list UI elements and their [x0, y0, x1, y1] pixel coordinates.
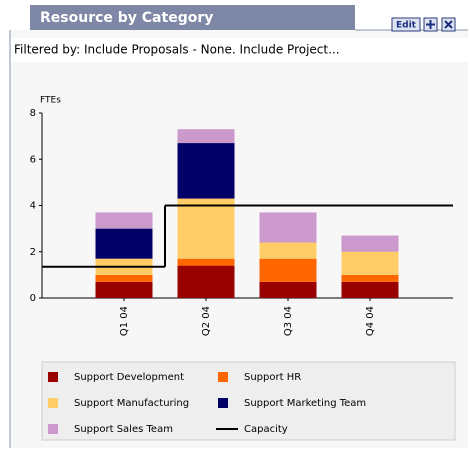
y-tick-label: 8: [30, 108, 36, 119]
bar-segment: [259, 258, 317, 282]
bar-segment: [177, 129, 235, 144]
plus-icon[interactable]: [426, 20, 435, 29]
y-tick-label: 6: [30, 154, 36, 165]
legend-label: Capacity: [244, 424, 288, 435]
title-tab: [30, 5, 355, 30]
bar-segment: [177, 258, 235, 266]
bar-segment: [259, 212, 317, 243]
bar-segment: [95, 281, 153, 298]
legend-label: Support Sales Team: [74, 424, 173, 435]
bar-segment: [177, 198, 235, 259]
legend-label: Support HR: [244, 372, 301, 383]
x-tick-label: Q3 04: [283, 306, 294, 336]
filter-bar: [10, 38, 468, 62]
edit-label[interactable]: Edit: [396, 21, 417, 31]
bar-segment: [95, 228, 153, 259]
bar-segment: [177, 265, 235, 298]
edit-button[interactable]: [391, 17, 421, 32]
bar-segment: [259, 242, 317, 259]
bar-segment: [341, 281, 399, 298]
close-icon[interactable]: [444, 20, 453, 29]
x-tick-label: Q1 04: [119, 306, 130, 336]
bar-segment: [341, 274, 399, 282]
bar-segment: [177, 143, 235, 199]
widget-title: Resource by Category: [40, 10, 213, 26]
y-tick-label: 2: [30, 247, 36, 258]
bar-segment: [95, 274, 153, 282]
y-tick-label: 4: [30, 201, 36, 212]
bar-segment: [341, 235, 399, 252]
y-axis-label: FTEs: [40, 96, 61, 106]
legend-swatch: [218, 398, 228, 408]
bar-segment: [341, 251, 399, 275]
y-tick-label: 0: [30, 293, 36, 304]
legend-label: Support Manufacturing: [74, 398, 189, 409]
bar-segment: [95, 212, 153, 229]
legend-swatch: [48, 424, 58, 434]
legend: [41, 361, 456, 441]
x-tick-label: Q2 04: [201, 306, 212, 336]
x-tick-label: Q4 04: [365, 306, 376, 336]
legend-label: Support Marketing Team: [244, 398, 366, 409]
legend-swatch: [218, 372, 228, 382]
bar-segment: [259, 281, 317, 298]
legend-swatch: [48, 398, 58, 408]
legend-label: Support Development: [74, 372, 184, 383]
legend-swatch: [48, 372, 58, 382]
filter-text: Filtered by: Include Proposals - None. I…: [14, 43, 340, 57]
